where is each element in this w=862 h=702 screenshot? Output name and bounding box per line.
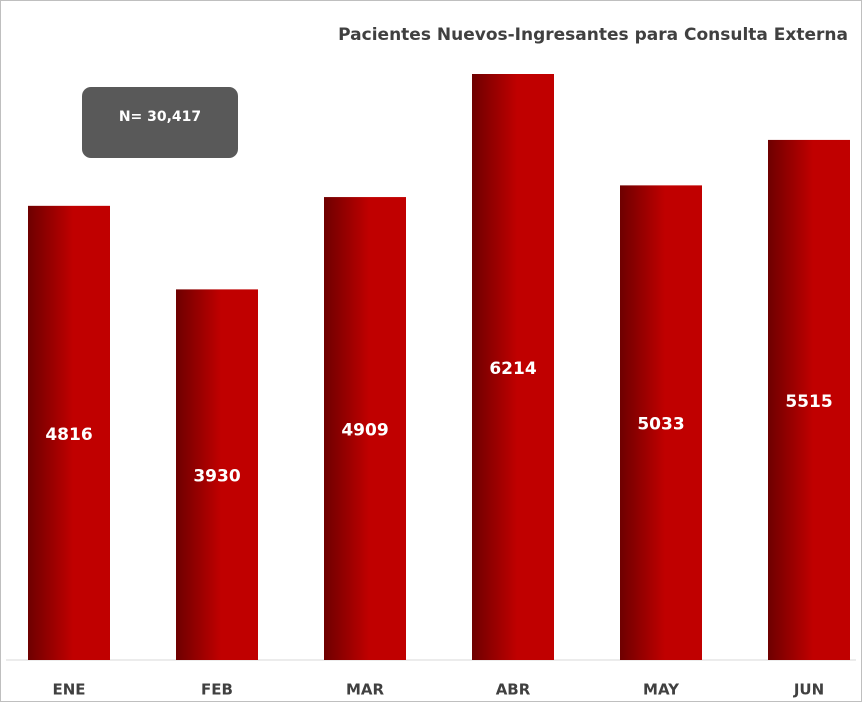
annotation: N= 30,417 <box>119 109 201 125</box>
bar <box>768 139 850 661</box>
bar <box>324 197 406 660</box>
bar <box>620 185 702 660</box>
chart-title: Pacientes Nuevos-Ingresantes para Consul… <box>338 25 848 45</box>
annotation-box <box>82 87 238 158</box>
x-tick-label: ABR <box>496 681 531 699</box>
data-label: 6214 <box>489 359 536 379</box>
data-label: 5515 <box>785 392 832 412</box>
data-label: 4909 <box>341 421 388 441</box>
data-label: 4816 <box>45 425 92 445</box>
x-tick-label: MAR <box>346 681 385 699</box>
bar <box>28 205 110 660</box>
x-tick-label: MAY <box>643 681 680 699</box>
x-tick-label: JUN <box>793 681 824 699</box>
data-label: 3930 <box>193 467 240 487</box>
data-label: 5033 <box>637 415 684 435</box>
bar <box>176 289 258 660</box>
x-tick-label: ENE <box>52 681 85 699</box>
x-tick-label: FEB <box>201 681 233 699</box>
bar <box>472 74 554 660</box>
